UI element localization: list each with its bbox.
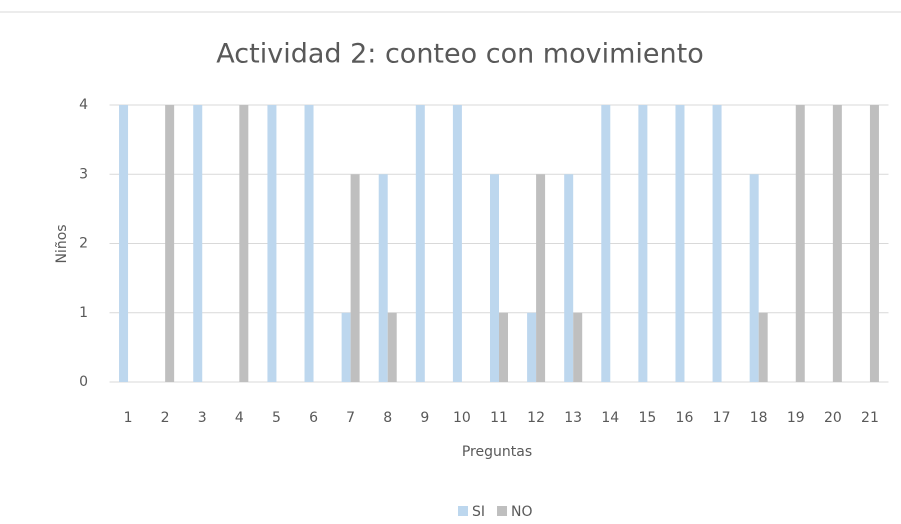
- legend-label: SI: [472, 504, 485, 520]
- legend-swatch: [497, 506, 508, 516]
- x-tick-label: 7: [346, 410, 355, 426]
- y-tick-label: 3: [79, 166, 88, 182]
- y-tick-label: 2: [79, 236, 88, 252]
- x-tick-label: 3: [198, 410, 207, 426]
- bar: [350, 174, 360, 382]
- y-axis-label: Niños: [54, 224, 70, 263]
- bar: [239, 105, 249, 382]
- x-tick-label: 9: [420, 410, 429, 426]
- y-tick-label: 1: [79, 305, 88, 321]
- x-tick-label: 15: [638, 410, 656, 426]
- bar: [536, 174, 546, 382]
- x-tick-label: 6: [309, 410, 318, 426]
- bar: [795, 105, 805, 382]
- bar: [758, 312, 768, 382]
- bar: [712, 105, 722, 382]
- bar: [378, 174, 388, 382]
- bar: [675, 105, 685, 382]
- x-tick-label: 20: [824, 410, 842, 426]
- bar: [267, 105, 277, 382]
- bar: [869, 105, 879, 382]
- x-tick-label: 18: [750, 410, 768, 426]
- legend-swatch: [458, 506, 468, 516]
- x-tick-label: 17: [713, 410, 731, 426]
- bar: [499, 312, 508, 382]
- x-tick-label: 2: [161, 410, 170, 426]
- x-tick-label: 16: [676, 410, 694, 426]
- bar: [304, 105, 314, 382]
- bar: [193, 105, 203, 382]
- y-tick-label: 0: [79, 374, 88, 390]
- x-tick-label: 8: [383, 410, 392, 426]
- bar: [452, 105, 462, 382]
- y-tick-label: 4: [79, 97, 88, 113]
- x-tick-label: 11: [490, 410, 508, 426]
- bar: [415, 105, 425, 382]
- bar: [341, 312, 351, 382]
- x-tick-label: 19: [787, 410, 805, 426]
- bar: [601, 105, 611, 382]
- bar: [165, 105, 175, 382]
- bar: [749, 174, 759, 382]
- x-tick-label: 1: [124, 410, 133, 426]
- x-tick-label: 4: [235, 410, 244, 426]
- x-tick-label: 5: [272, 410, 281, 426]
- bar: [573, 312, 583, 382]
- chart-title: Actividad 2: conteo con movimiento: [216, 39, 703, 70]
- bar: [527, 312, 537, 382]
- x-tick-label: 21: [861, 410, 879, 426]
- bar: [832, 105, 842, 382]
- x-tick-label: 10: [453, 410, 471, 426]
- x-tick-label: 14: [601, 410, 619, 426]
- bar: [119, 105, 129, 382]
- x-tick-label: 13: [564, 410, 582, 426]
- x-axis-label: Preguntas: [462, 444, 532, 460]
- legend-label: NO: [511, 504, 533, 520]
- bar: [490, 174, 499, 382]
- bar: [638, 105, 648, 382]
- bar: [387, 312, 397, 382]
- bar: [564, 174, 574, 382]
- x-tick-label: 12: [527, 410, 545, 426]
